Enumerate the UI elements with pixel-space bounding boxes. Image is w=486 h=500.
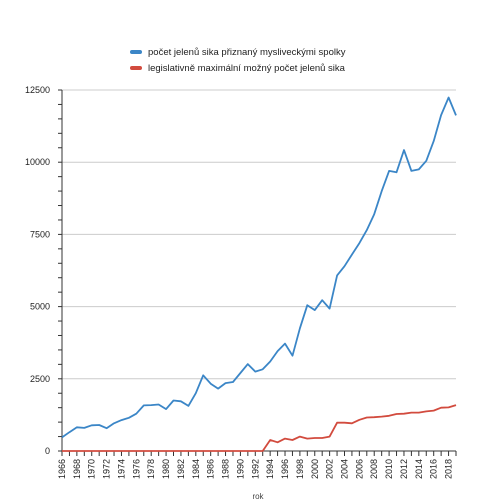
x-tick-label-18: 2002 (325, 459, 335, 479)
x-axis: 1966 1968 1970 1972 1974 1976 1978 1980 1982 1984… (57, 451, 457, 479)
x-tick-label-22: 2010 (384, 459, 394, 479)
gridlines (62, 89, 456, 452)
x-tick-label-15: 1996 (280, 459, 290, 479)
series-line-2[interactable] (62, 404, 457, 452)
x-tick-label-11: 1988 (221, 459, 231, 479)
legend-label-series-1: počet jelenů sika přiznaný mysliveckými … (148, 46, 346, 58)
y-axis: 0 2500 5000 7500 10000 12500 (25, 85, 63, 456)
y-tick-label-5: 12500 (25, 85, 50, 95)
y-tick-label-3: 7500 (30, 229, 50, 239)
y-tick-label-4: 10000 (25, 157, 50, 167)
legend-label-series-2: legislativně maximální možný počet jelen… (148, 62, 345, 74)
x-tick-label-19: 2004 (339, 459, 349, 479)
x-tick-label-8: 1982 (176, 459, 186, 479)
legend-swatch-series-2 (130, 66, 142, 70)
x-tick-label-14: 1994 (265, 459, 275, 479)
y-tick-label-0: 0 (45, 446, 50, 456)
series-line-1[interactable] (61, 96, 457, 439)
legend-item-series-1[interactable]: počet jelenů sika přiznaný mysliveckými … (130, 44, 345, 60)
x-tick-label-7: 1980 (161, 459, 171, 479)
x-axis-title: rok (252, 492, 264, 500)
x-tick-label-6: 1978 (146, 459, 156, 479)
x-tick-label-17: 2000 (310, 459, 320, 479)
legend-item-series-2[interactable]: legislativně maximální možný počet jelen… (130, 60, 345, 76)
x-tick-label-4: 1974 (116, 459, 126, 479)
y-tick-label-2: 5000 (30, 302, 50, 312)
x-tick-label-23: 2012 (399, 459, 409, 479)
x-tick-label-10: 1986 (206, 459, 216, 479)
x-tick-label-3: 1972 (102, 459, 112, 479)
x-tick-label-1: 1968 (72, 459, 82, 479)
x-tick-label-21: 2008 (369, 459, 379, 479)
x-tick-label-20: 2006 (354, 459, 364, 479)
chart-legend: počet jelenů sika přiznaný mysliveckými … (130, 44, 345, 76)
y-tick-label-1: 2500 (30, 374, 50, 384)
x-tick-label-2: 1970 (87, 459, 97, 479)
x-tick-label-26: 2018 (444, 459, 454, 479)
x-tick-label-9: 1984 (191, 459, 201, 479)
x-tick-label-13: 1992 (250, 459, 260, 479)
x-tick-label-24: 2014 (414, 459, 424, 479)
x-tick-label-25: 2016 (429, 459, 439, 479)
series-lines (61, 96, 457, 452)
x-tick-label-5: 1976 (131, 459, 141, 479)
x-tick-label-16: 1998 (295, 459, 305, 479)
x-tick-label-12: 1990 (235, 459, 245, 479)
x-tick-label-0: 1966 (57, 459, 67, 479)
legend-swatch-series-1 (130, 50, 142, 54)
